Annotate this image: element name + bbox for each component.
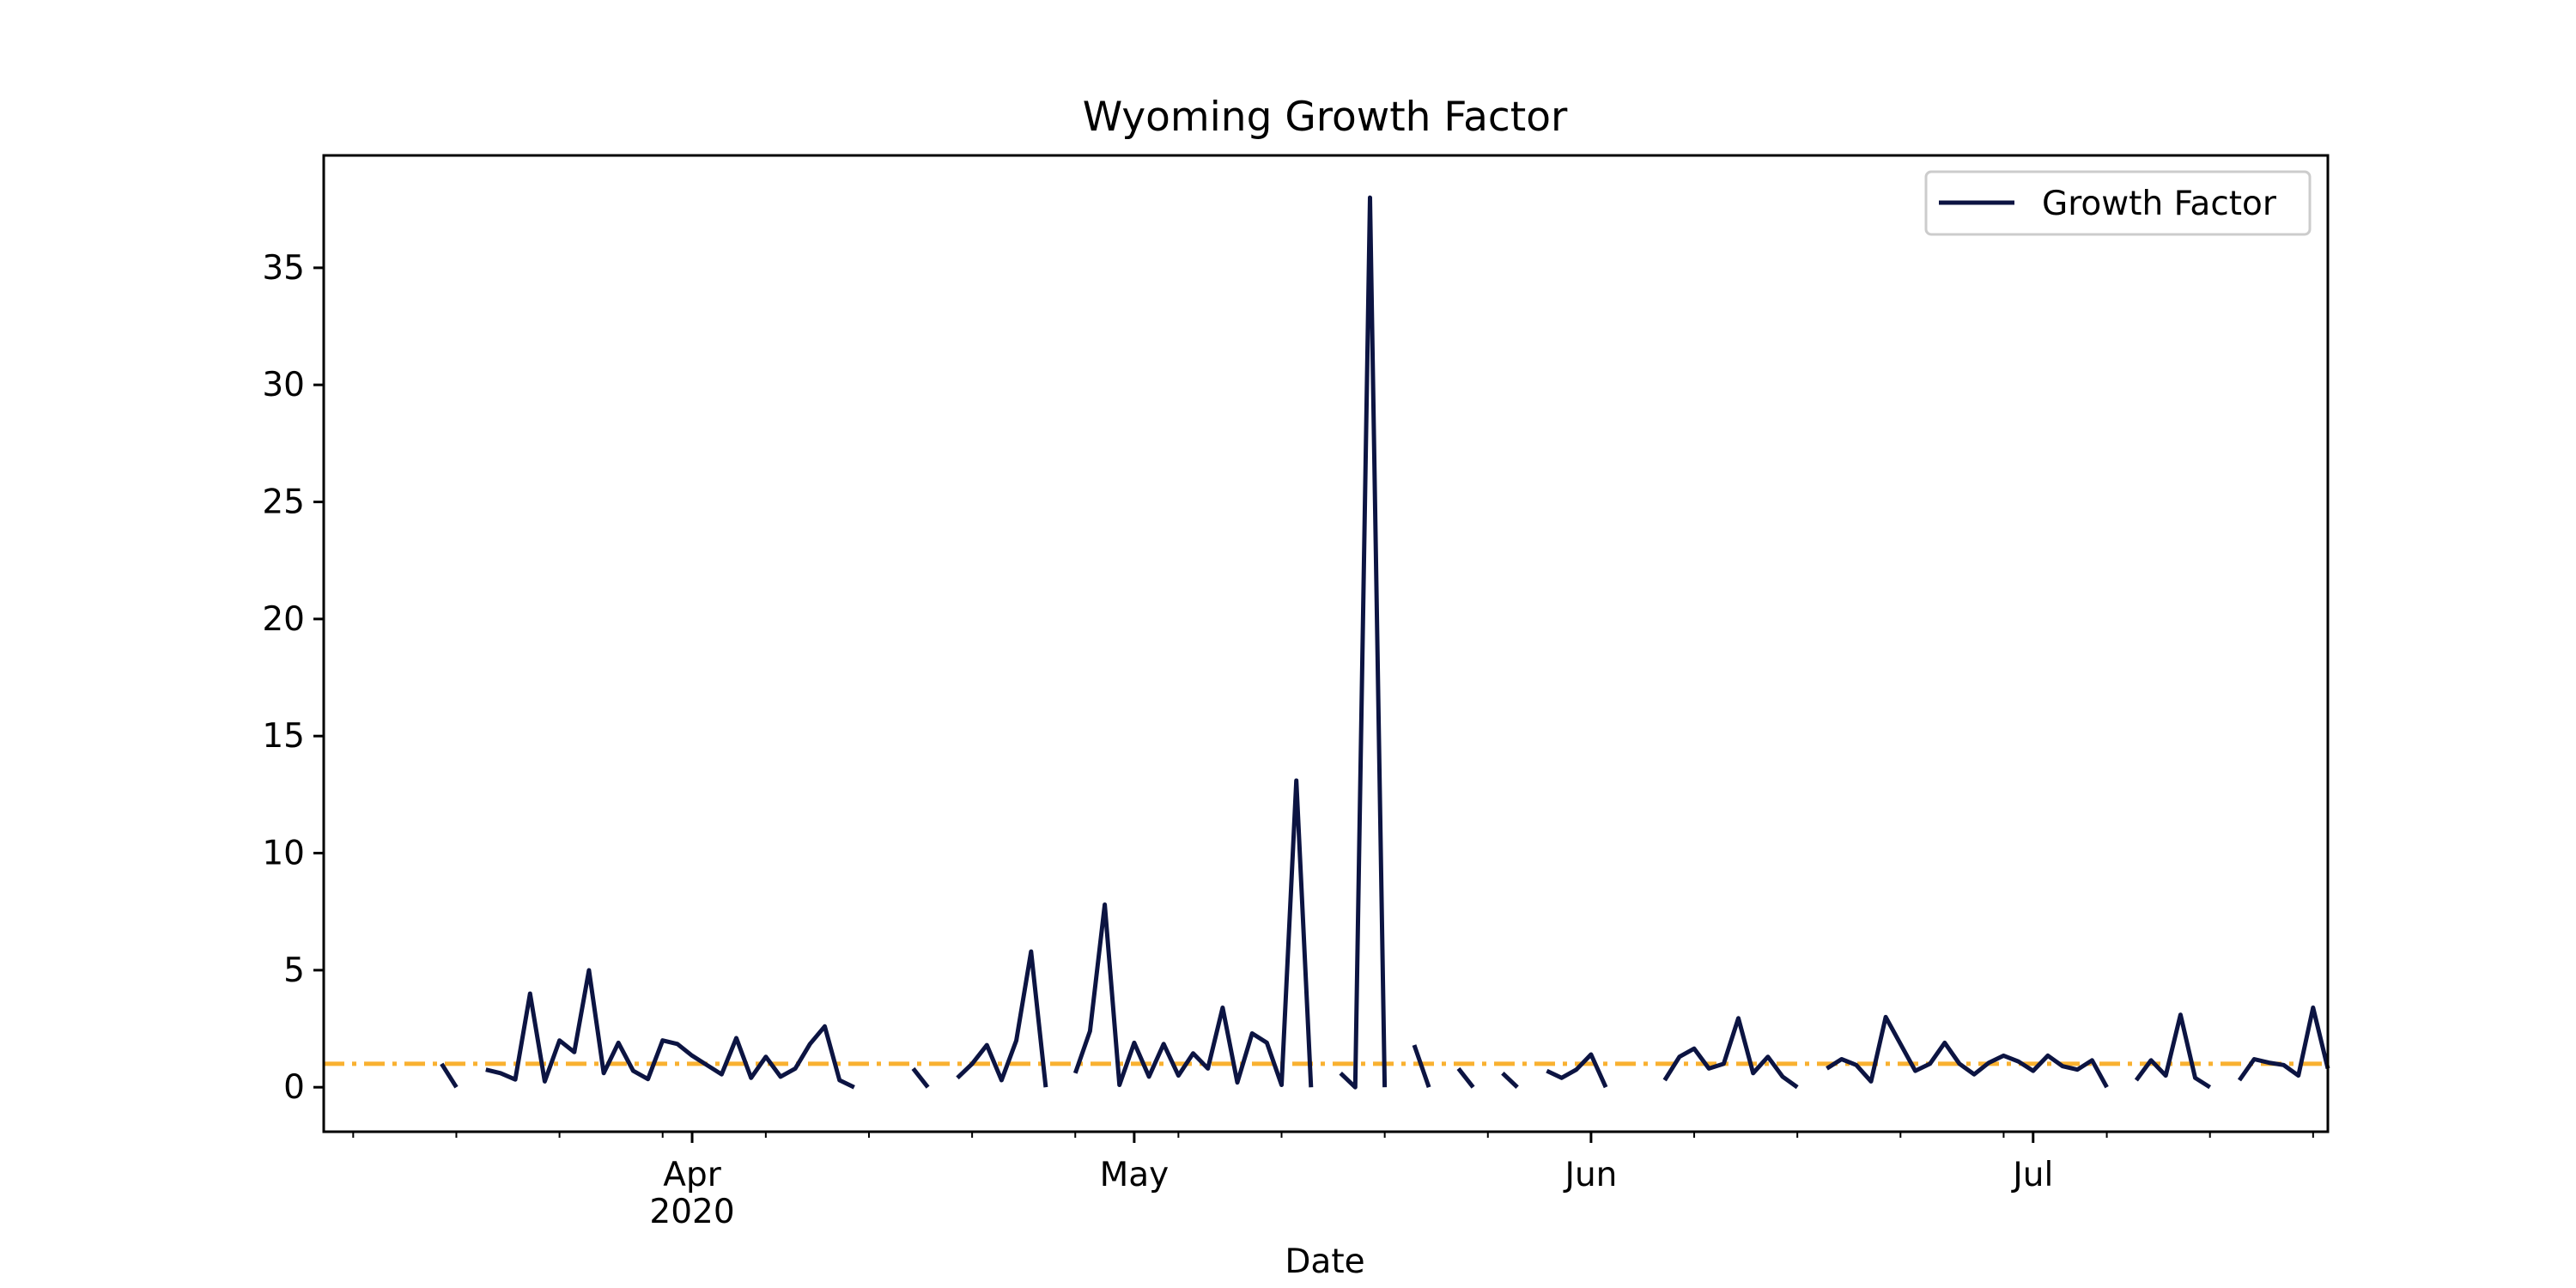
series-growth-factor: [440, 195, 2330, 1090]
series-segment: [1072, 778, 1314, 1088]
legend-label-growth-factor: Growth Factor: [2042, 185, 2277, 223]
plot-frame: [322, 154, 2330, 1133]
series-segment: [1412, 1044, 1431, 1089]
y-tick-label: 10: [262, 835, 305, 873]
series-segment: [1456, 1066, 1475, 1089]
series-segment: [1501, 1071, 1519, 1090]
series-segment: [1546, 1052, 1608, 1089]
y-tick-label: 5: [283, 951, 305, 990]
series-segment: [2237, 1005, 2330, 1082]
series-segment: [1662, 1016, 1799, 1090]
x-axis-title: Date: [1285, 1242, 1364, 1281]
y-tick-label: 30: [262, 366, 305, 404]
plot-area: [324, 155, 2328, 1132]
series-segment: [1826, 1014, 2109, 1089]
y-tick-label: 0: [283, 1068, 305, 1107]
x-tick-label: Jun: [1562, 1156, 1617, 1194]
series-segment: [1339, 195, 1388, 1090]
y-tick-label: 15: [262, 717, 305, 756]
legend: Growth Factor: [1924, 170, 2312, 236]
y-tick-label: 35: [262, 249, 305, 288]
y-tick-label: 20: [262, 600, 305, 639]
series-segment: [956, 949, 1048, 1088]
x-tick-year-label: 2020: [649, 1193, 734, 1231]
x-tick-label: May: [1100, 1156, 1170, 1194]
legend-box: [1924, 170, 2312, 236]
y-axis: 0 5 10 15 20 25 30 35: [262, 249, 324, 1107]
chart-title: Wyoming Growth Factor: [1083, 94, 1568, 141]
x-tick-label: Jul: [2010, 1156, 2053, 1194]
series-segment: [485, 968, 855, 1090]
y-tick-label: 25: [262, 483, 305, 522]
x-tick-label: Apr: [663, 1156, 721, 1194]
series-segment: [440, 1062, 459, 1089]
series-segment: [2134, 1012, 2212, 1090]
series-segment: [911, 1066, 930, 1089]
